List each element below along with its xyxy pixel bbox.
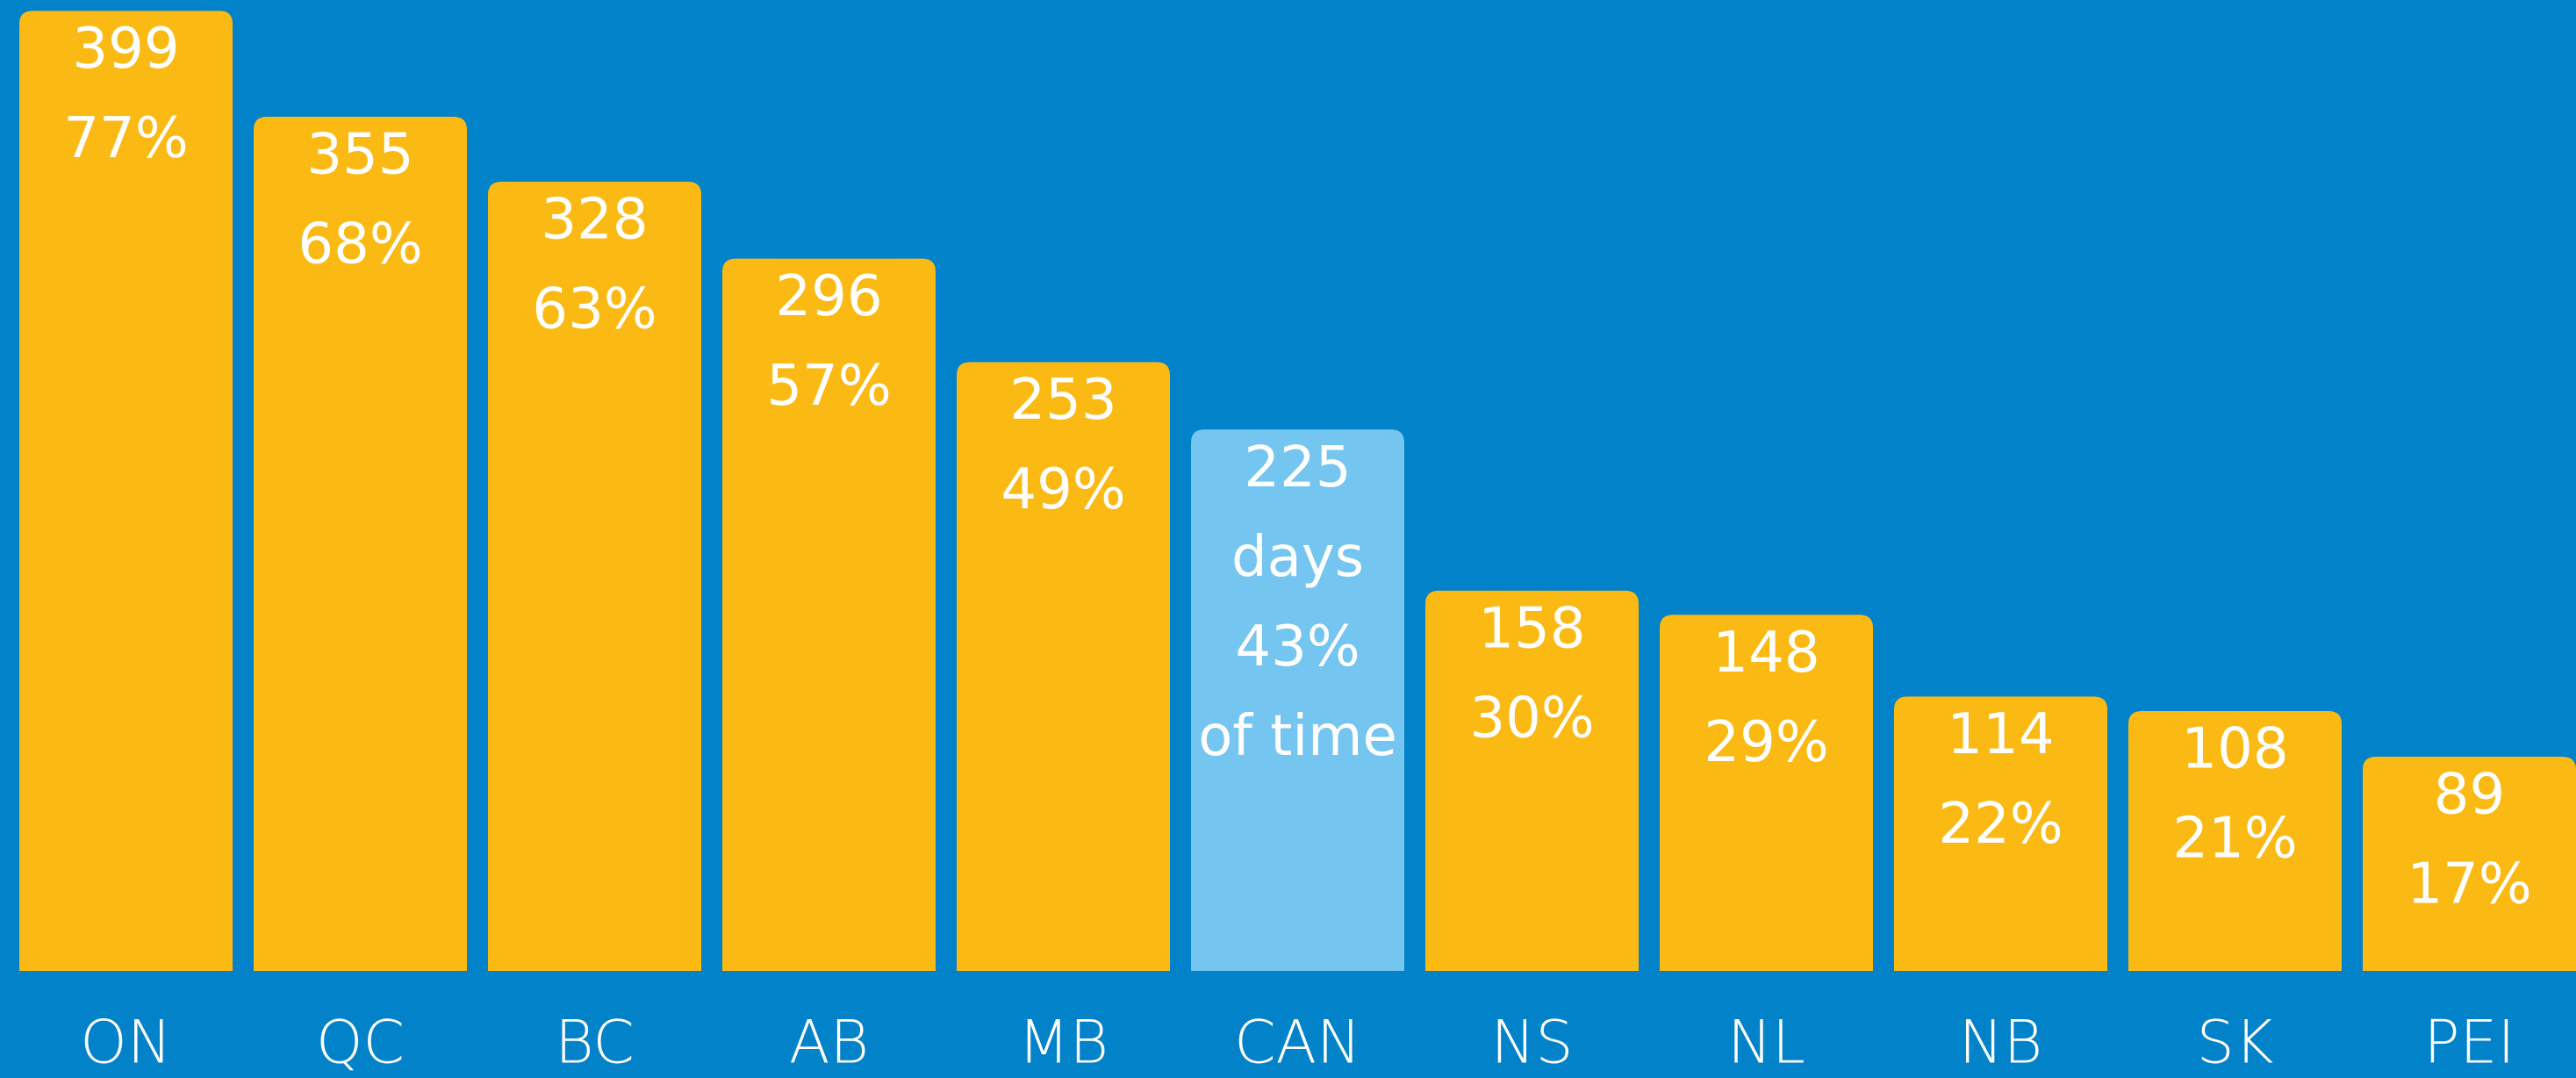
x-tick-label: BC — [555, 1009, 635, 1078]
x-tick-label: NB — [1959, 1009, 2042, 1078]
bar-label: 296 — [775, 264, 882, 329]
bar-label: days — [1231, 525, 1364, 590]
x-tick-label: AB — [789, 1009, 869, 1078]
bar-label: 29% — [1704, 710, 1828, 775]
bar-label: 22% — [1938, 792, 2063, 857]
bar-label: 355 — [306, 123, 413, 188]
bar — [2363, 757, 2576, 971]
bar-label: 57% — [766, 354, 891, 419]
bar-label: 77% — [63, 106, 188, 171]
bar-label: 63% — [532, 277, 657, 342]
bar-label: 89 — [2434, 763, 2505, 828]
bar — [722, 258, 936, 971]
bar-label: of time — [1198, 704, 1397, 769]
bar — [19, 11, 233, 972]
bar-label: 68% — [298, 212, 422, 277]
bar-label: 43% — [1235, 614, 1360, 679]
x-tick-label: MB — [1018, 1009, 1109, 1078]
bar-label: 21% — [2172, 807, 2297, 872]
bar-label: 158 — [1478, 597, 1585, 662]
x-tick-label: NL — [1727, 1009, 1805, 1078]
bar — [488, 181, 701, 971]
bar — [1425, 590, 1639, 971]
bar — [2128, 710, 2342, 971]
bar-label: 328 — [541, 188, 648, 253]
x-tick-label: NS — [1490, 1009, 1573, 1078]
bar — [254, 116, 467, 971]
x-tick-label: CAN — [1234, 1009, 1361, 1078]
bar-label: 225 — [1244, 435, 1351, 500]
bar-label: 148 — [1712, 621, 1819, 686]
bar — [957, 362, 1170, 972]
bar-label: 399 — [72, 17, 179, 82]
bar-label: 253 — [1009, 368, 1116, 433]
bar — [1191, 429, 1404, 971]
bar — [1660, 614, 1873, 971]
bar-label: 17% — [2407, 852, 2531, 917]
bar — [1894, 696, 2107, 971]
bar-label: 49% — [1001, 457, 1125, 522]
x-tick-label: SK — [2197, 1009, 2274, 1078]
bar-label: 30% — [1469, 686, 1594, 751]
x-tick-label: QC — [316, 1009, 405, 1078]
x-tick-label: ON — [80, 1009, 171, 1078]
x-tick-label: PEI — [2423, 1009, 2515, 1078]
bar-label: 108 — [2181, 717, 2288, 782]
bar-label: 114 — [1947, 702, 2054, 767]
